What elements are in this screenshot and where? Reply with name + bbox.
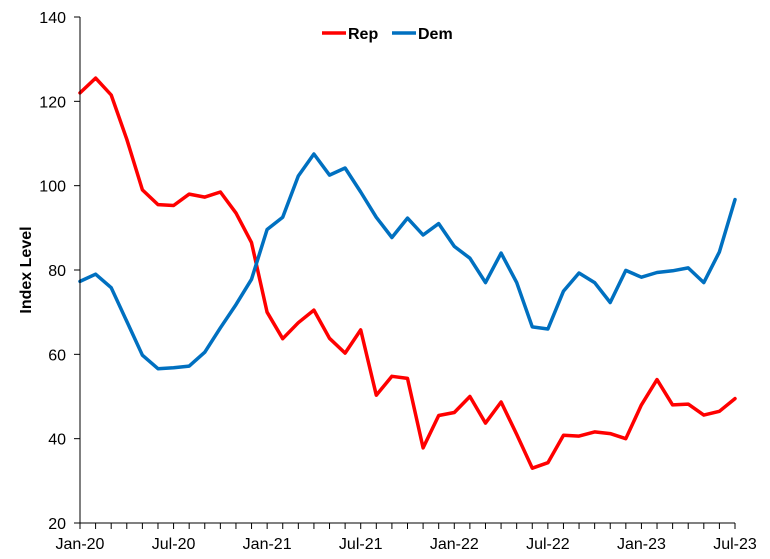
x-tick-label: Jul-20 [152,536,196,553]
y-tick-label: 140 [39,10,66,27]
x-tick-label: Jan-23 [617,536,666,553]
y-axis-title: Index Level [18,226,35,313]
x-tick-label: Jan-22 [430,536,479,553]
x-axis: Jan-20 Jul-20 Jan-21 Jul-21 Jan-22 Jul-22 Jan-… [56,522,757,553]
y-tick-label: 20 [48,516,66,533]
x-tick-label: Jul-23 [713,536,757,553]
y-tick-label: 120 [39,94,66,111]
series-line-dem [78,152,737,371]
y-tick-label: 60 [48,347,66,364]
legend-label-rep: Rep [348,26,378,43]
y-tick-label: 40 [48,432,66,449]
x-tick-label: Jul-22 [526,536,570,553]
legend: Rep Dem [322,26,453,43]
series-line-rep [78,76,737,470]
legend-label-dem: Dem [418,26,453,43]
x-tick-label: Jul-21 [339,536,383,553]
x-tick-label: Jan-21 [243,536,292,553]
y-tick-label: 80 [48,263,66,280]
x-tick-label: Jan-20 [56,536,105,553]
y-axis: 20 40 60 80 100 120 140 [39,10,81,533]
series-layer [78,76,737,470]
y-tick-label: 100 [39,179,66,196]
